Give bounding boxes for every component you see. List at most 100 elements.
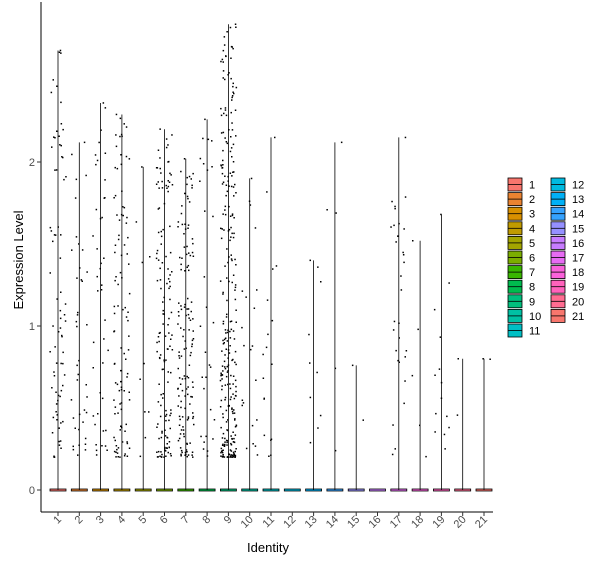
data-point — [99, 217, 102, 220]
data-point — [119, 429, 121, 431]
data-point — [55, 403, 58, 405]
data-point — [92, 235, 94, 237]
data-point — [178, 395, 180, 397]
data-point — [119, 403, 121, 405]
data-point — [221, 451, 224, 454]
data-point — [220, 132, 223, 134]
data-point — [120, 133, 123, 136]
data-point — [189, 319, 192, 321]
data-point — [411, 374, 414, 377]
x-tick-label: 13 — [303, 514, 320, 531]
data-point — [180, 355, 183, 357]
data-point — [251, 345, 254, 347]
data-point — [224, 399, 226, 401]
data-point — [120, 425, 122, 427]
data-point — [125, 316, 128, 318]
data-point — [165, 409, 167, 412]
data-point — [245, 447, 248, 450]
data-point — [256, 419, 258, 421]
data-point — [188, 269, 190, 272]
data-point — [392, 424, 394, 426]
data-point — [52, 240, 54, 243]
data-point — [186, 245, 188, 248]
data-point — [226, 277, 228, 279]
data-point — [166, 447, 168, 449]
data-point — [220, 399, 223, 402]
data-point — [204, 351, 207, 353]
data-point — [253, 307, 256, 309]
data-point — [230, 77, 232, 80]
data-point — [316, 371, 318, 374]
data-point — [220, 426, 222, 429]
data-point — [161, 430, 163, 433]
data-point — [124, 430, 126, 432]
data-point — [231, 359, 233, 362]
data-point — [412, 240, 414, 242]
data-point — [320, 281, 322, 283]
legend-key-13: 13 — [550, 192, 584, 206]
data-point — [440, 381, 443, 384]
data-point — [187, 264, 190, 267]
data-point — [309, 396, 312, 399]
data-point — [59, 395, 61, 398]
data-point — [104, 179, 106, 181]
data-point — [219, 280, 222, 282]
data-point — [58, 135, 60, 137]
data-point — [249, 204, 252, 206]
data-point — [222, 449, 224, 451]
data-point — [104, 445, 107, 447]
data-point — [56, 414, 58, 416]
data-point — [115, 145, 118, 148]
data-point — [100, 289, 103, 291]
data-point — [123, 244, 126, 246]
data-point — [60, 447, 62, 449]
data-point — [104, 197, 106, 199]
data-point — [86, 324, 88, 326]
points-4 — [113, 113, 131, 458]
data-point — [155, 257, 158, 260]
data-point — [59, 49, 62, 52]
y-tick-label: 1 — [29, 321, 35, 333]
data-point — [53, 371, 55, 373]
data-point — [99, 267, 101, 270]
data-point — [402, 251, 404, 254]
data-point — [60, 389, 63, 392]
data-point — [120, 386, 123, 388]
data-point — [233, 217, 235, 219]
data-point — [113, 399, 115, 401]
data-point — [220, 237, 223, 240]
data-point — [317, 266, 319, 268]
data-point — [127, 236, 129, 239]
data-point — [243, 344, 245, 347]
data-point — [227, 74, 229, 76]
data-point — [166, 282, 168, 285]
data-point — [482, 358, 484, 360]
data-point — [58, 444, 61, 446]
data-point — [117, 447, 120, 449]
data-point — [171, 271, 173, 273]
data-point — [119, 135, 121, 138]
violin-16 — [369, 488, 386, 492]
data-point — [226, 31, 228, 33]
data-point — [164, 429, 166, 431]
data-point — [186, 455, 188, 458]
data-point — [158, 207, 161, 209]
data-point — [167, 324, 169, 326]
data-point — [161, 368, 164, 371]
data-point — [230, 320, 233, 322]
data-point — [128, 399, 131, 401]
data-point — [157, 208, 160, 210]
data-point — [162, 323, 164, 325]
data-point — [157, 401, 160, 403]
data-point — [192, 338, 195, 340]
data-point — [98, 141, 100, 144]
data-point — [185, 253, 188, 256]
data-point — [57, 226, 59, 228]
data-point — [167, 268, 169, 270]
data-point — [161, 432, 163, 434]
violin-1 — [49, 50, 67, 492]
data-point — [167, 381, 169, 383]
data-point — [226, 299, 228, 302]
data-point — [49, 351, 51, 353]
data-point — [189, 254, 192, 257]
